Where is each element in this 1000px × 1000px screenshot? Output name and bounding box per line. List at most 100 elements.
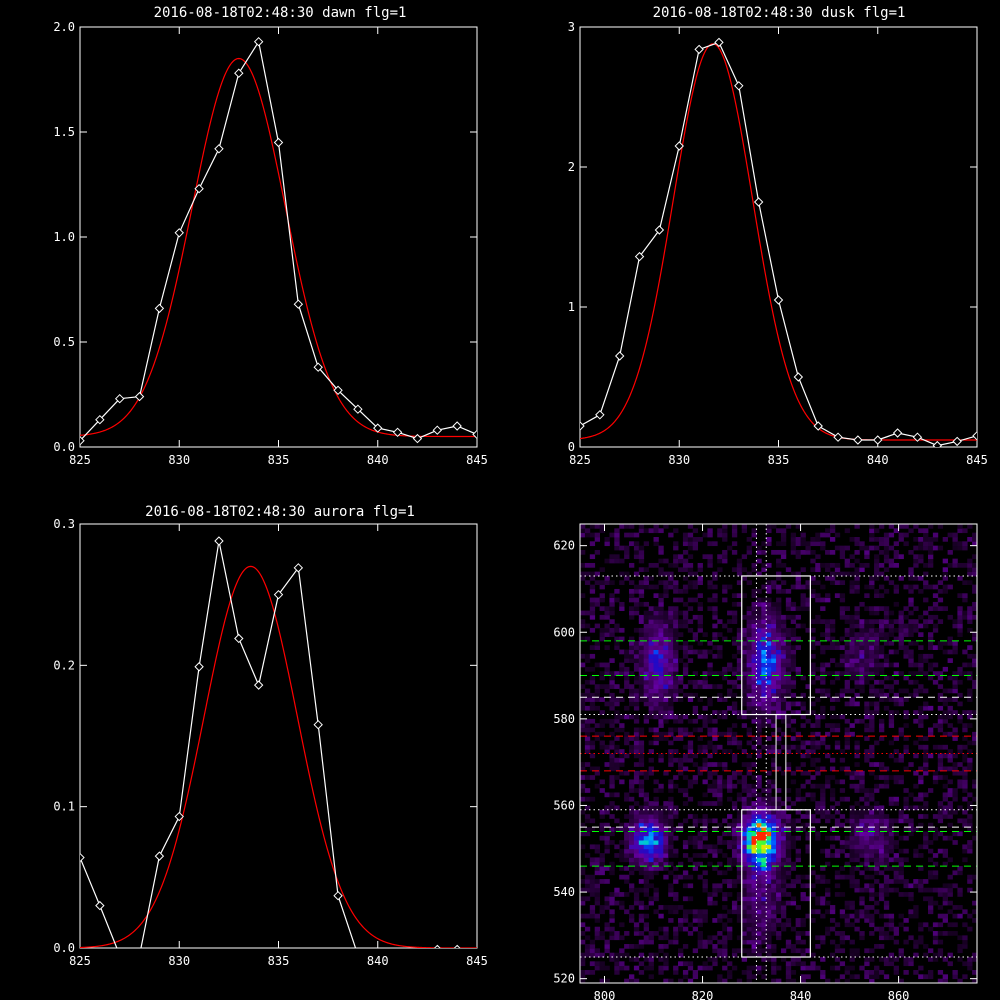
image-pixel (869, 762, 875, 767)
image-pixel (923, 658, 929, 663)
image-pixel (957, 545, 963, 551)
image-pixel (766, 562, 772, 568)
image-pixel (594, 705, 600, 711)
image-pixel (805, 606, 811, 611)
image-pixel (967, 671, 973, 676)
image-pixel (746, 536, 752, 542)
image-pixel (766, 840, 772, 845)
image-pixel (648, 749, 654, 754)
image-pixel (604, 840, 610, 845)
image-pixel (766, 710, 772, 715)
image-pixel (805, 822, 811, 828)
image-pixel (854, 666, 860, 672)
image-pixel (859, 632, 865, 637)
image-pixel (776, 935, 782, 941)
image-pixel (785, 840, 792, 845)
image-pixel (648, 662, 654, 668)
image-pixel (766, 705, 772, 711)
image-pixel (947, 883, 953, 889)
image-pixel (673, 675, 679, 681)
image-pixel (844, 736, 850, 741)
image-pixel (776, 801, 782, 806)
image-pixel (859, 662, 865, 668)
image-pixel (815, 619, 821, 624)
image-pixel (746, 805, 752, 811)
image-pixel (820, 879, 826, 884)
image-pixel (673, 584, 679, 590)
image-pixel (731, 731, 738, 737)
image-pixel (795, 549, 801, 555)
image-pixel (668, 662, 674, 668)
image-pixel (785, 679, 792, 685)
image-pixel (746, 762, 752, 767)
image-pixel (633, 688, 640, 694)
image-pixel (653, 710, 659, 715)
image-pixel (697, 818, 703, 824)
image-pixel (722, 766, 728, 772)
image-pixel (741, 714, 748, 720)
image-pixel (736, 853, 743, 858)
image-pixel (580, 866, 586, 871)
image-pixel (800, 762, 806, 767)
image-pixel (869, 675, 875, 681)
image-pixel (766, 909, 772, 915)
image-pixel (810, 918, 816, 923)
image-pixel (805, 718, 811, 724)
image-pixel (776, 623, 782, 629)
image-pixel (633, 662, 640, 668)
image-pixel (854, 952, 860, 958)
image-pixel (756, 545, 762, 551)
image-pixel (800, 961, 806, 967)
image-pixel (756, 723, 762, 728)
image-pixel (903, 883, 909, 889)
image-pixel (702, 714, 708, 720)
image-pixel (614, 636, 620, 642)
image-pixel (619, 848, 625, 854)
aurora-frame (79, 523, 478, 949)
image-pixel (682, 536, 689, 542)
image-pixel (638, 688, 645, 694)
image-pixel (785, 814, 792, 819)
image-pixel (932, 614, 939, 620)
image-pixel (731, 653, 738, 659)
image-pixel (883, 567, 890, 573)
image-pixel (839, 545, 846, 551)
image-pixel (839, 961, 846, 967)
image-pixel (825, 562, 831, 568)
image-pixel (604, 922, 610, 928)
image-pixel (834, 580, 841, 586)
image-pixel (746, 853, 752, 858)
image-pixel (756, 831, 762, 837)
image-pixel (771, 623, 777, 629)
image-pixel (692, 671, 699, 676)
image-pixel (864, 887, 870, 893)
image-pixel (751, 658, 757, 663)
image-pixel (668, 827, 674, 832)
aurora-xtick-label: 835 (268, 954, 290, 968)
image-pixel (692, 844, 699, 850)
image-pixel (849, 866, 855, 871)
image-pixel (878, 645, 885, 650)
image-pixel (800, 883, 806, 889)
image-pixel (932, 900, 939, 906)
image-pixel (668, 653, 674, 659)
image-pixel (653, 653, 659, 659)
image-pixel (937, 524, 944, 529)
image-pixel (756, 623, 762, 629)
image-pixel (668, 666, 674, 672)
image-pixel (785, 636, 792, 642)
image-pixel (589, 861, 596, 867)
image-pixel (648, 805, 654, 811)
image-pixel (805, 831, 811, 837)
image-pixel (653, 848, 659, 854)
image-pixel (903, 697, 909, 702)
image-pixel (805, 601, 811, 607)
image-pixel (633, 896, 640, 902)
image-pixel (825, 978, 831, 984)
image-pixel (751, 593, 757, 599)
image-pixel (731, 801, 738, 806)
image-pixel (741, 688, 748, 694)
image-pixel (609, 957, 615, 962)
image-pixel (898, 814, 904, 819)
image-pixel (682, 792, 689, 798)
